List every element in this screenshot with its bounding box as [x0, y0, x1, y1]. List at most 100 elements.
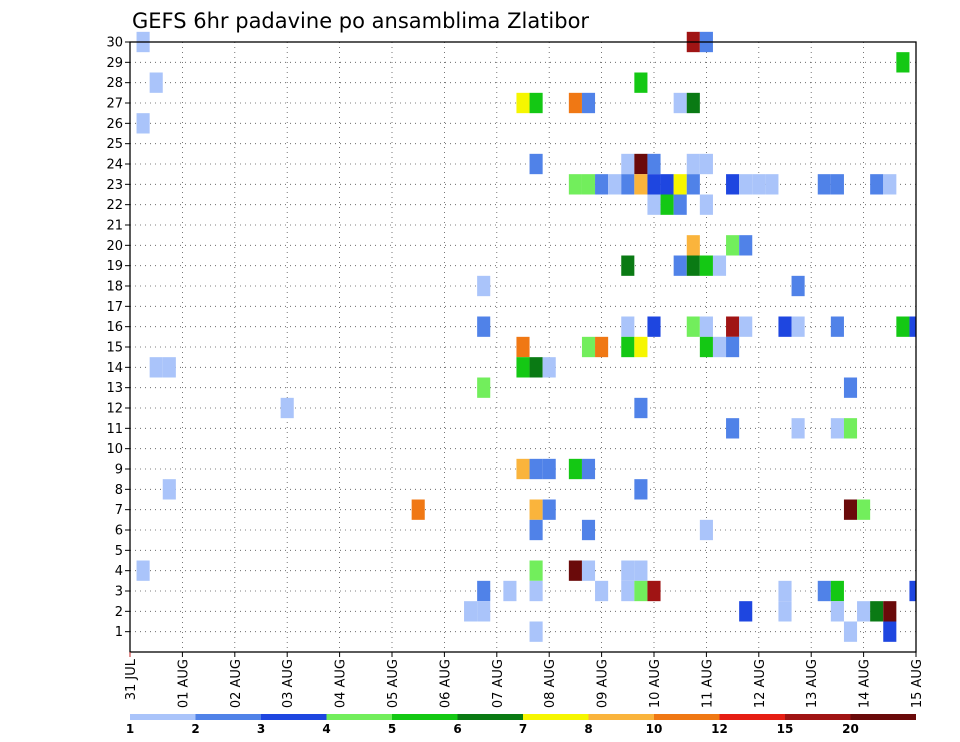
- y-tick-label: 13: [106, 381, 123, 396]
- heatmap-cell: [634, 174, 648, 195]
- heatmap-cell: [529, 357, 543, 378]
- heatmap-cell: [595, 336, 609, 358]
- heatmap-cell: [686, 316, 700, 337]
- heatmap-cell: [634, 72, 648, 93]
- heatmap-cell: [830, 580, 844, 602]
- y-tick-label: 21: [106, 219, 123, 234]
- heatmap-cell: [581, 174, 596, 195]
- heatmap-cell: [581, 336, 596, 358]
- heatmap-cell: [529, 580, 543, 602]
- heatmap-cell: [568, 92, 582, 114]
- heatmap-cell: [647, 316, 661, 337]
- colorbar-swatch: [392, 714, 458, 720]
- colorbar-swatch: [785, 714, 851, 720]
- heatmap-cell: [883, 621, 897, 642]
- heatmap-cell: [647, 580, 661, 602]
- heatmap-cell: [149, 357, 163, 378]
- heatmap-cell: [529, 92, 543, 114]
- heatmap-cell: [791, 418, 805, 439]
- y-tick-label: 22: [106, 198, 123, 213]
- heatmap-cell: [647, 194, 661, 215]
- heatmap-cell: [817, 174, 831, 195]
- heatmap-cell: [595, 580, 609, 602]
- heatmap-cell: [621, 255, 635, 276]
- x-tick-label: 02 AUG: [229, 659, 244, 708]
- heatmap-cell: [843, 499, 858, 520]
- colorbar-label: 6: [453, 722, 461, 736]
- heatmap-cell: [660, 194, 674, 215]
- x-tick-label: 14 AUG: [858, 659, 873, 708]
- y-tick-label: 7: [115, 503, 123, 518]
- y-tick-label: 25: [106, 137, 123, 152]
- heatmap-cell: [529, 621, 543, 642]
- colorbar: 1 2 3 4 5 6 7 8 10 12 15 20: [126, 714, 916, 736]
- heatmap-cell: [765, 174, 779, 195]
- heatmap-cell: [136, 113, 150, 134]
- y-tick-label: 15: [106, 341, 123, 356]
- heatmap-cell: [516, 357, 530, 378]
- heatmap-cell: [516, 92, 530, 114]
- y-tick-label: 2: [115, 605, 123, 620]
- chart-title: GEFS 6hr padavine po ansamblima Zlatibor: [132, 9, 589, 33]
- heatmap-cell: [673, 92, 687, 114]
- heatmap-cell: [830, 174, 844, 195]
- heatmap-cell: [634, 153, 648, 175]
- heatmap-cell: [595, 174, 609, 195]
- heatmap-cell: [660, 174, 674, 195]
- heatmap-cell: [516, 336, 530, 358]
- y-tick-label: 28: [106, 76, 123, 91]
- y-tick-label: 27: [106, 97, 123, 112]
- heatmap-cell: [634, 580, 648, 602]
- heatmap-cell: [280, 397, 294, 419]
- heatmap-cell: [752, 174, 766, 195]
- heatmap-cell: [739, 316, 753, 337]
- y-tick-label: 6: [115, 524, 123, 539]
- heatmap-cell: [621, 560, 635, 581]
- colorbar-swatch: [326, 714, 392, 720]
- x-tick-label: 05 AUG: [386, 659, 401, 708]
- heatmap-cell: [477, 377, 491, 398]
- heatmap-cell: [830, 316, 844, 337]
- heatmap-cell: [726, 174, 740, 195]
- heatmap-cell: [529, 519, 543, 541]
- x-tick-label: 07 AUG: [491, 659, 506, 708]
- colorbar-label: 4: [322, 722, 330, 736]
- heatmap-cell: [542, 499, 556, 520]
- y-tick-label: 9: [115, 463, 123, 478]
- y-axis-ticks: 1234567891011121314151617181920212223242…: [106, 36, 130, 640]
- heatmap-cell: [673, 255, 687, 276]
- heatmap-cell: [149, 72, 163, 93]
- heatmap-cell: [529, 560, 543, 581]
- heatmap-cell: [791, 316, 805, 337]
- heatmap-cell: [621, 153, 635, 175]
- heatmap-cell: [647, 153, 661, 175]
- heatmap-cell: [883, 601, 897, 622]
- heatmap-cell: [870, 174, 884, 195]
- colorbar-swatch: [719, 714, 785, 720]
- colorbar-label: 2: [191, 722, 199, 736]
- x-tick-label: 13 AUG: [805, 659, 820, 708]
- heatmap-cell: [647, 174, 661, 195]
- colorbar-swatch: [130, 714, 196, 720]
- heatmap-cell: [896, 52, 910, 73]
- colorbar-swatch: [261, 714, 327, 720]
- heatmap-cell: [699, 194, 713, 215]
- heatmap-cell: [162, 357, 176, 378]
- y-tick-label: 1: [115, 625, 123, 640]
- heatmap-cells: [136, 31, 916, 642]
- colorbar-label: 7: [519, 722, 527, 736]
- x-tick-label: 04 AUG: [334, 659, 349, 708]
- y-tick-label: 8: [115, 483, 123, 498]
- heatmap-cell: [621, 336, 635, 358]
- colorbar-label: 8: [584, 722, 592, 736]
- y-tick-label: 20: [106, 239, 123, 254]
- heatmap-cell: [843, 377, 858, 398]
- colorbar-swatch: [195, 714, 261, 720]
- heatmap-cell: [870, 601, 884, 622]
- heatmap-cell: [542, 458, 556, 480]
- heatmap-cell: [568, 458, 582, 480]
- heatmap-cell: [581, 560, 596, 581]
- heatmap-cell: [883, 174, 897, 195]
- x-tick-label: 09 AUG: [596, 659, 611, 708]
